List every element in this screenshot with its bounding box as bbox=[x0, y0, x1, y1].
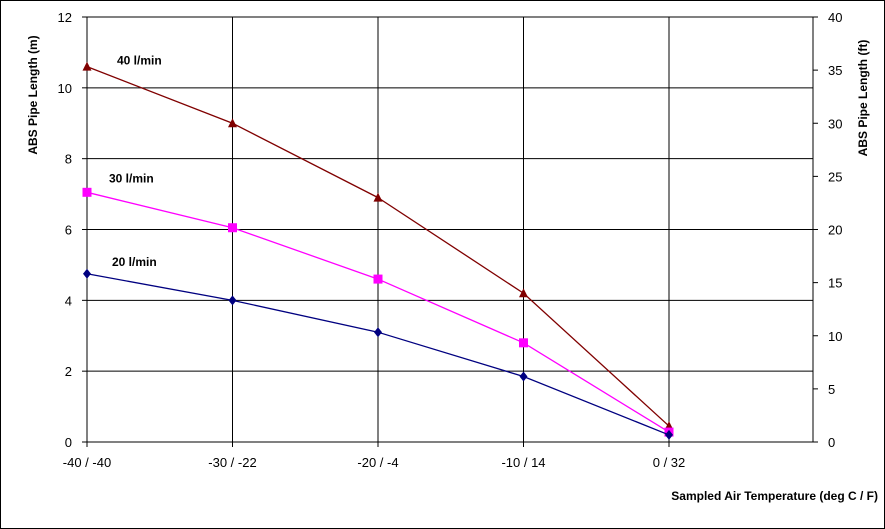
data-point bbox=[519, 338, 528, 348]
series-label: 40 l/min bbox=[117, 54, 162, 68]
x-tick-label: -10 / 14 bbox=[501, 455, 545, 470]
data-point bbox=[228, 223, 237, 233]
series-layer bbox=[82, 61, 674, 440]
y-tick-label: 10 bbox=[58, 81, 72, 96]
data-point bbox=[83, 268, 91, 279]
series-40-l-min bbox=[82, 61, 674, 431]
y2-tick-label: 10 bbox=[828, 329, 842, 344]
y2-tick-label: 0 bbox=[828, 435, 835, 450]
data-point bbox=[519, 371, 528, 382]
x-axis-title: Sampled Air Temperature (deg C / F) bbox=[671, 489, 878, 503]
x-tick-label: -30 / -22 bbox=[208, 455, 256, 470]
data-point bbox=[373, 274, 383, 284]
y-tick-label: 2 bbox=[65, 364, 72, 379]
y-axis-left-title: ABS Pipe Length (m) bbox=[26, 35, 40, 154]
series-20-l-min bbox=[83, 268, 673, 440]
data-point bbox=[373, 192, 383, 202]
y2-tick-label: 40 bbox=[828, 10, 842, 25]
x-tick-label: -20 / -4 bbox=[357, 455, 398, 470]
data-point bbox=[228, 295, 237, 306]
y-tick-label: 8 bbox=[65, 152, 72, 167]
y-tick-label: 12 bbox=[58, 10, 72, 25]
y2-tick-label: 20 bbox=[828, 223, 842, 238]
y2-tick-label: 15 bbox=[828, 276, 842, 291]
data-point bbox=[374, 327, 382, 338]
data-point bbox=[82, 187, 92, 197]
gridlines bbox=[87, 16, 813, 443]
x-tick-label: -40 / -40 bbox=[63, 455, 111, 470]
y-tick-label: 0 bbox=[65, 435, 72, 450]
data-point bbox=[228, 118, 237, 128]
y-tick-label: 6 bbox=[65, 223, 72, 238]
data-point bbox=[82, 61, 92, 71]
y-axis-right-title: ABS Pipe Length (ft) bbox=[856, 40, 870, 157]
y2-tick-label: 25 bbox=[828, 169, 842, 184]
data-point bbox=[665, 429, 673, 440]
series-label: 30 l/min bbox=[109, 171, 154, 185]
series-labels: 40 l/min 30 l/min 20 l/min bbox=[109, 54, 162, 269]
data-point bbox=[519, 288, 528, 298]
y2-tick-label: 30 bbox=[828, 116, 842, 131]
y-axis-left-ticks: 0 2 4 6 8 10 12 bbox=[58, 10, 87, 450]
y2-tick-label: 5 bbox=[828, 382, 835, 397]
y2-tick-label: 35 bbox=[828, 63, 842, 78]
series-label: 20 l/min bbox=[112, 255, 157, 269]
x-tick-label: 0 / 32 bbox=[653, 455, 686, 470]
y-axis-right-ticks: 0 5 10 15 20 25 30 35 40 bbox=[813, 10, 842, 450]
x-axis-ticks: -40 / -40 -30 / -22 -20 / -4 -10 / 14 0 / 32 bbox=[63, 442, 685, 470]
y-tick-label: 4 bbox=[65, 293, 72, 308]
